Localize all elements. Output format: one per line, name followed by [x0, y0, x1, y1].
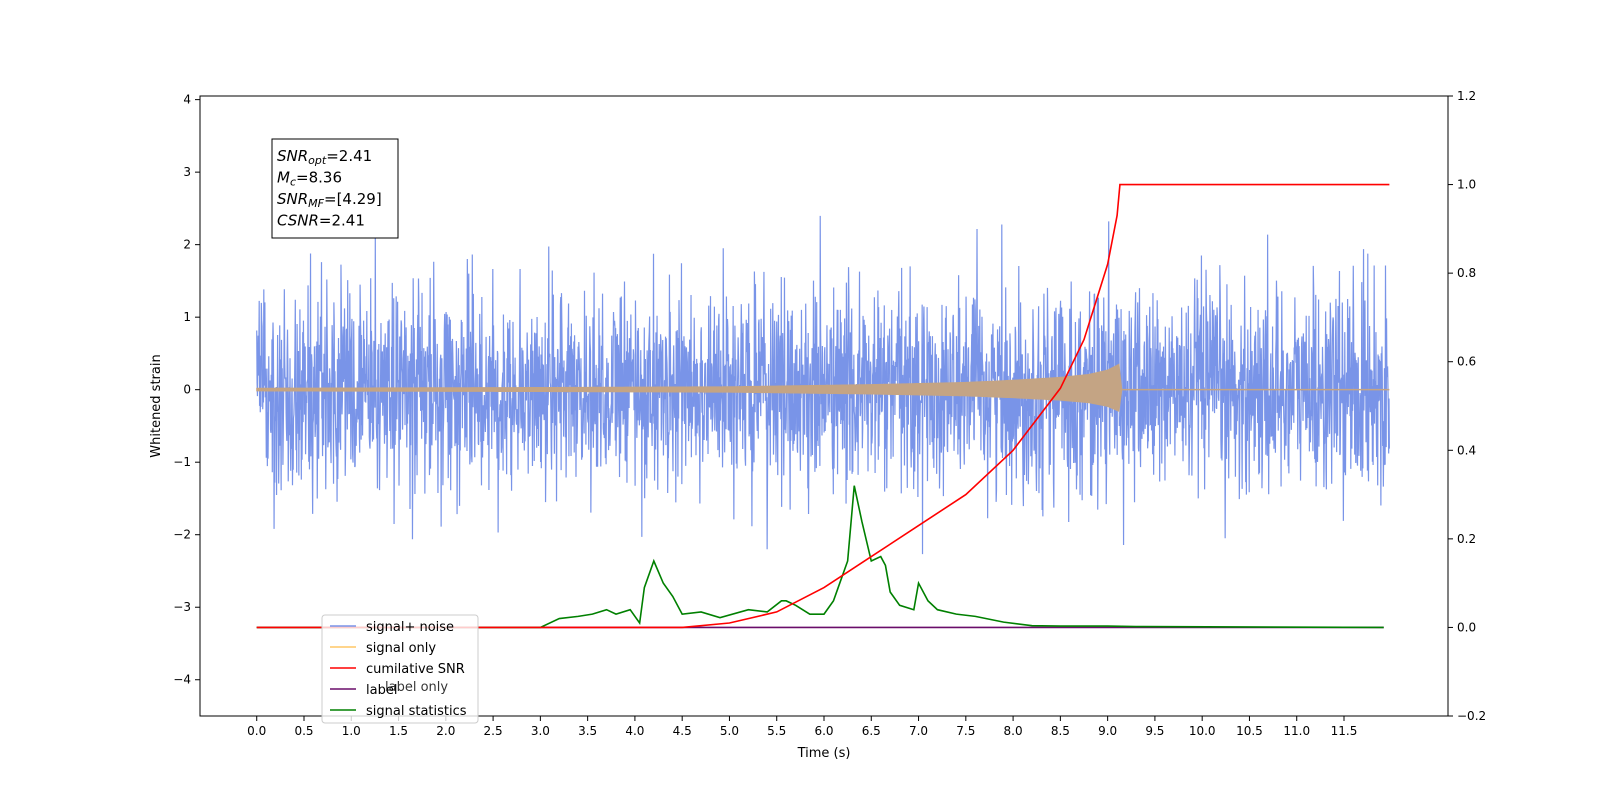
legend-label: label	[366, 683, 397, 698]
y2-tick-label: 0.6	[1457, 355, 1476, 369]
y2-tick-label: 0.8	[1457, 266, 1476, 280]
y2-tick-label: 0.2	[1457, 532, 1476, 546]
y2-tick-label: 1.2	[1457, 89, 1476, 103]
x-tick-label: 6.5	[862, 724, 881, 738]
x-tick-label: 2.0	[436, 724, 455, 738]
annotation-line: SNRMF=[4.29]	[277, 190, 382, 210]
x-axis-label: Time (s)	[797, 746, 851, 761]
legend-ghost-text: label only	[385, 680, 448, 695]
series-line-signal-noise	[256, 215, 1390, 555]
y2-tick-label: 0.4	[1457, 443, 1476, 457]
x-tick-label: 5.5	[767, 724, 786, 738]
y2-tick-label: −0.2	[1457, 709, 1486, 723]
legend-label: signal+ noise	[366, 620, 454, 635]
annotation-line: CSNR=2.41	[277, 212, 365, 230]
x-tick-label: 11.0	[1283, 724, 1310, 738]
x-tick-label: 10.0	[1189, 724, 1216, 738]
x-tick-label: 0.0	[247, 724, 266, 738]
x-tick-label: 10.5	[1236, 724, 1263, 738]
x-tick-label: 11.5	[1331, 724, 1358, 738]
legend-label: signal statistics	[366, 704, 467, 719]
series-line-signal-statistics	[256, 485, 1384, 629]
x-tick-label: 8.0	[1004, 724, 1023, 738]
legend-label: cumilative SNR	[366, 662, 465, 677]
x-tick-label: 0.5	[294, 724, 313, 738]
series-line-cumulative-snr	[256, 183, 1390, 629]
series-area-signal-only	[256, 363, 1123, 412]
y-tick-label: −4	[173, 673, 191, 687]
x-tick-label: 7.5	[956, 724, 975, 738]
x-tick-label: 4.5	[673, 724, 692, 738]
x-tick-label: 4.0	[625, 724, 644, 738]
x-tick-label: 9.0	[1098, 724, 1117, 738]
x-tick-label: 9.5	[1145, 724, 1164, 738]
y-tick-label: 1	[183, 310, 191, 324]
x-tick-label: 7.0	[909, 724, 928, 738]
legend-label: signal only	[366, 641, 436, 656]
y-tick-label: 3	[183, 165, 191, 179]
legend-frame	[321, 614, 479, 724]
x-tick-label: 5.0	[720, 724, 739, 738]
annotation-line: SNRopt=2.41	[277, 147, 372, 167]
y2-tick-label: 0.0	[1457, 620, 1476, 634]
annotation-frame	[271, 138, 399, 239]
x-tick-label: 3.0	[531, 724, 550, 738]
x-tick-label: 1.5	[389, 724, 408, 738]
y-tick-label: −3	[173, 600, 191, 614]
y-tick-label: 0	[183, 383, 191, 397]
annotation-line: Mc=8.36	[277, 169, 342, 189]
x-tick-label: 8.5	[1051, 724, 1070, 738]
y-tick-label: −2	[173, 528, 191, 542]
x-tick-label: 6.0	[814, 724, 833, 738]
y-tick-label: −1	[173, 455, 191, 469]
y-tick-label: 2	[183, 238, 191, 252]
x-tick-label: 3.5	[578, 724, 597, 738]
y-axis-label: Whitened strain	[149, 354, 164, 457]
x-tick-label: 1.0	[342, 724, 361, 738]
axes-layer: 0.0 0.5 1.0 1.5 2.0 2.5 3.0 3.5 4.0 4.5 5.0 5.5 6.0 6…	[173, 89, 1486, 738]
x-tick-label: 2.5	[484, 724, 503, 738]
legend: label only signal+ noise signal only cumila…	[321, 614, 479, 724]
y-tick-label: 4	[183, 93, 191, 107]
y2-tick-label: 1.0	[1457, 178, 1476, 192]
